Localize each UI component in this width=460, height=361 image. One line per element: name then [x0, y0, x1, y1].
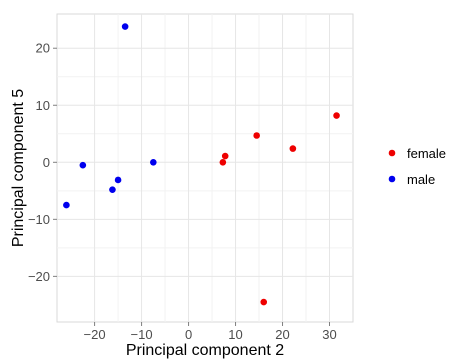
data-points: [63, 23, 340, 306]
data-point-female: [333, 112, 340, 119]
data-point-male: [121, 23, 129, 30]
y-tick-label: 20: [36, 41, 50, 56]
data-point-female: [219, 158, 227, 166]
data-point-male: [63, 201, 70, 209]
legend-label-female: female: [407, 146, 446, 161]
legend-label-male: male: [407, 172, 435, 187]
x-tick-label: 10: [228, 327, 242, 342]
data-point-male: [79, 161, 87, 169]
data-point-male: [109, 186, 116, 193]
axis-ticks: −20 −10 0 10 20 30 −20 −10 0 10 20: [28, 41, 337, 342]
y-axis-title: Principal component 5: [10, 89, 27, 247]
x-tick-label: 20: [275, 327, 289, 342]
data-point-female: [289, 145, 297, 152]
x-tick-label: 0: [185, 327, 192, 342]
x-tick-label: −20: [84, 327, 106, 342]
legend-marker-male: [388, 175, 396, 183]
y-tick-label: 0: [43, 155, 50, 170]
data-point-female: [253, 132, 260, 139]
y-tick-label: −20: [28, 269, 50, 284]
data-point-male: [150, 158, 157, 166]
x-axis-title: Principal component 2: [126, 342, 284, 359]
plot-panel: [56, 13, 354, 323]
y-tick-label: −10: [28, 212, 50, 227]
data-point-female: [221, 152, 229, 160]
grid: [57, 14, 353, 322]
data-point-male: [114, 176, 122, 184]
legend: female male: [388, 146, 446, 187]
x-tick-label: −10: [131, 327, 153, 342]
data-point-female: [260, 298, 268, 306]
x-tick-label: 30: [322, 327, 336, 342]
y-tick-label: 10: [36, 98, 50, 113]
legend-marker-female: [388, 149, 396, 157]
